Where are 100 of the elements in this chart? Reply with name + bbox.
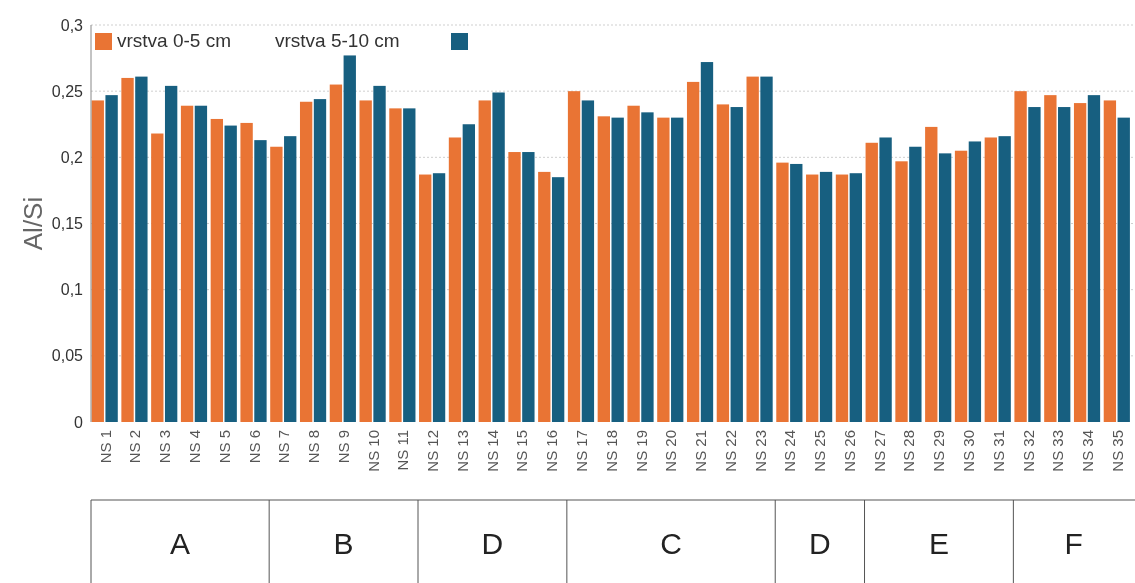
x-tick-label: NS 17 (572, 430, 590, 472)
bar (105, 95, 118, 422)
bar (299, 101, 313, 422)
bar (671, 117, 684, 422)
x-tick-label: NS 23 (751, 430, 769, 472)
bar (968, 141, 982, 422)
x-tick-label: NS 16 (543, 430, 561, 472)
bar (270, 146, 283, 422)
bar (403, 108, 416, 422)
bar (373, 85, 386, 422)
text: F (1064, 527, 1083, 560)
bar (895, 161, 908, 422)
bar (448, 137, 462, 422)
bar (819, 171, 833, 422)
x-tick-label: NS 35 (1108, 430, 1126, 472)
x-tick-label: NS 18 (602, 430, 620, 472)
bar (730, 107, 743, 422)
y-tick-label: 0,3 (60, 16, 84, 34)
bar (492, 92, 505, 422)
x-tick-label: NS 21 (692, 430, 710, 472)
x-tick-label: NS 29 (930, 430, 948, 472)
bar (954, 150, 968, 422)
x-tick-label: NS 10 (364, 430, 382, 472)
bar (925, 126, 938, 422)
x-tick-label: NS 19 (632, 430, 650, 472)
x-tick-label: NS 20 (662, 430, 680, 472)
x-tick-label: NS 14 (483, 430, 501, 472)
x-tick-label: NS 27 (870, 430, 888, 472)
bar (1058, 107, 1071, 422)
bar (581, 100, 595, 422)
bar (121, 77, 134, 422)
bar (1028, 107, 1041, 422)
bar (389, 108, 402, 422)
bar (776, 162, 789, 422)
bar (909, 146, 922, 422)
bar (538, 171, 551, 422)
bar (522, 152, 535, 422)
x-tick-label: NS 30 (959, 430, 977, 472)
x-tick-label: NS 13 (453, 430, 471, 472)
bar (849, 173, 862, 422)
x-tick-label: NS 11 (394, 430, 412, 471)
x-tick-label: NS 15 (513, 430, 531, 472)
x-tick-label: NS 1 (96, 430, 114, 464)
bar (627, 105, 640, 422)
x-tick-label: NS 5 (215, 430, 233, 464)
x-tick-label: NS 4 (185, 430, 203, 464)
y-axis-title: Al/Si (18, 196, 48, 251)
legend: vrstva 0-5 cm vrstva 5-10 cm (95, 30, 468, 51)
bar (716, 104, 730, 422)
x-tick-label: NS 32 (1019, 430, 1037, 472)
bar (478, 100, 491, 422)
x-tick-label: NS 26 (840, 430, 858, 472)
bar (1073, 103, 1087, 422)
text: C (660, 527, 682, 560)
x-tick-label: NS 31 (989, 430, 1007, 472)
x-tick-label: NS 7 (275, 430, 293, 464)
legend-label: vrstva 0-5 cm (117, 30, 232, 51)
bar (686, 81, 700, 422)
bar (210, 118, 224, 422)
bar (180, 105, 194, 422)
bar (329, 84, 343, 422)
bar (508, 152, 521, 422)
bar (879, 137, 892, 422)
x-tick-label: NS 34 (1079, 430, 1097, 472)
bar (135, 76, 148, 422)
x-tick-label: NS 2 (126, 430, 144, 464)
bar (641, 112, 654, 422)
bar (611, 117, 624, 422)
bar (998, 136, 1011, 422)
y-tick-label: 0,25 (51, 82, 84, 100)
y-tick-label: 0,1 (60, 281, 84, 299)
bar (343, 55, 356, 422)
bar (1087, 95, 1101, 422)
x-tick-label: NS 8 (305, 430, 323, 464)
bar (657, 117, 670, 422)
x-tick-label: NS 24 (781, 430, 799, 472)
bar (806, 174, 819, 422)
bar (1117, 117, 1130, 422)
x-tick-label: NS 22 (721, 430, 739, 472)
bar (462, 124, 475, 422)
bar (432, 173, 446, 422)
bar (984, 137, 997, 422)
bar (254, 140, 267, 422)
bar (835, 174, 849, 422)
x-tick-label: NS 33 (1049, 430, 1067, 472)
text: D (481, 527, 504, 560)
x-tick-label: NS 9 (334, 430, 352, 464)
bar (359, 100, 372, 422)
bar (760, 76, 773, 422)
x-tick-label: NS 3 (156, 430, 174, 464)
text: B (333, 527, 354, 560)
y-tick-label: 0 (74, 413, 84, 431)
bar (91, 100, 104, 422)
series-label: vrstva 5-10 cm (275, 30, 400, 51)
bar (151, 133, 164, 422)
bar (284, 136, 297, 422)
x-tick-label: NS 25 (811, 430, 829, 472)
text: D (809, 527, 831, 560)
bar (567, 91, 581, 422)
bar (551, 177, 565, 422)
